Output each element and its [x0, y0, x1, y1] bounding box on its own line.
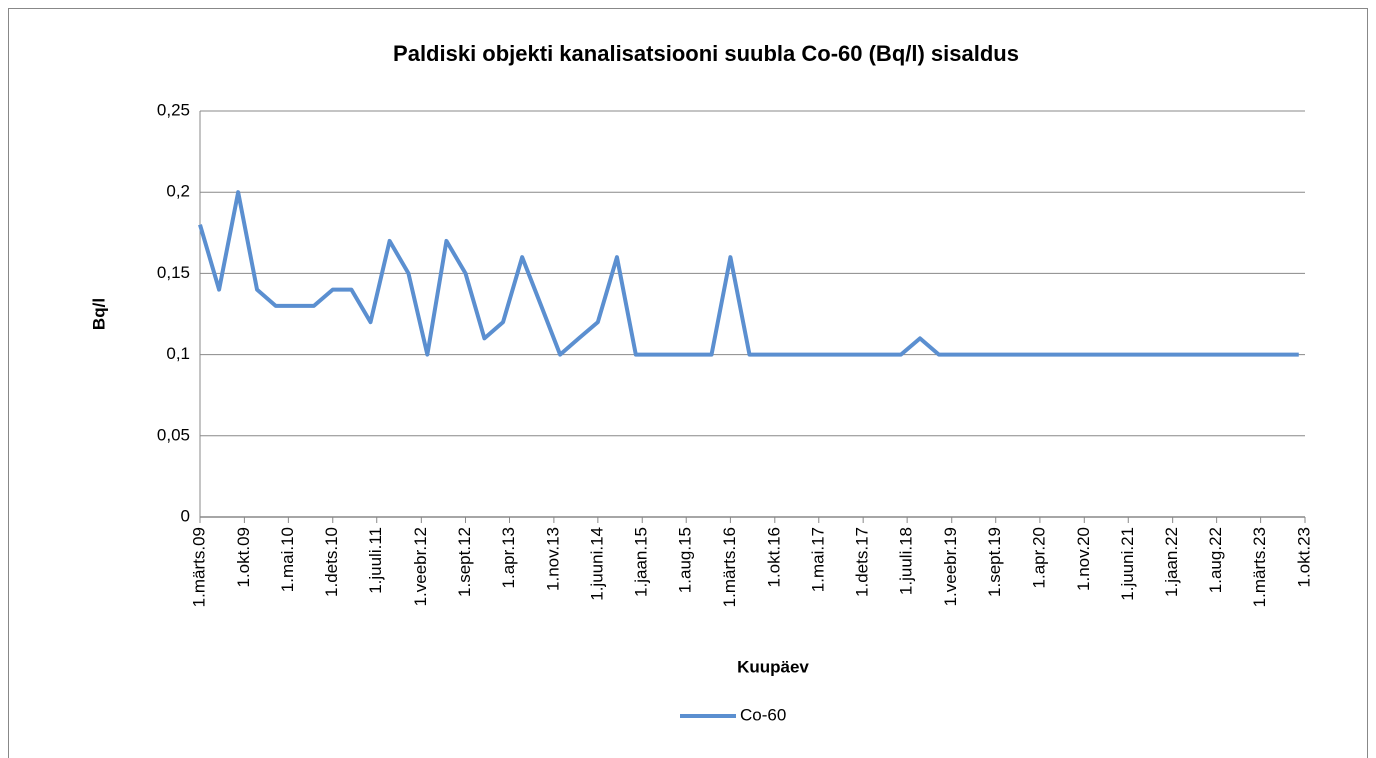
x-axis-label: Kuupäev [737, 657, 809, 676]
x-tick-label: 1.sept.19 [985, 527, 1004, 597]
y-tick-label: 0,05 [157, 425, 190, 444]
x-tick-label: 1.okt.09 [234, 527, 253, 588]
x-tick-label: 1.märts.16 [720, 527, 739, 607]
x-tick-label: 1.juuli.11 [366, 527, 385, 594]
x-tick-label: 1.märts.09 [189, 527, 208, 607]
y-axis-label: Bq/l [89, 298, 108, 330]
y-tick-label: 0,15 [157, 263, 190, 282]
y-tick-label: 0,2 [166, 182, 190, 201]
x-tick-label: 1.märts.23 [1250, 527, 1269, 607]
legend-label: Co-60 [740, 705, 786, 724]
data-line [198, 190, 1299, 357]
x-tick-label: 1.veebr.19 [941, 527, 960, 606]
x-tick-label: 1.mai.17 [808, 527, 827, 592]
x-tick-label: 1.aug.22 [1206, 527, 1225, 593]
x-tick-label: 1.nov.20 [1074, 527, 1093, 591]
x-tick-label: 1.sept.12 [455, 527, 474, 597]
chart-title: Paldiski objekti kanalisatsiooni suubla … [393, 41, 1019, 66]
y-tick-label: 0,25 [157, 100, 190, 119]
y-tick-label: 0 [181, 506, 190, 525]
x-tick-label: 1.nov.13 [543, 527, 562, 591]
x-tick-label: 1.juuni.14 [587, 527, 606, 601]
x-tick-label: 1.apr.13 [499, 527, 518, 588]
x-tick-label: 1.apr.20 [1029, 527, 1048, 588]
chart-border [8, 8, 1368, 758]
x-tick-label: 1.dets.17 [853, 527, 872, 597]
x-tick-label: 1.mai.10 [278, 527, 297, 592]
x-tick-label: 1.dets.10 [322, 527, 341, 597]
x-tick-label: 1.okt.16 [764, 527, 783, 588]
x-tick-label: 1.veebr.12 [411, 527, 430, 606]
x-tick-label: 1.jaan.22 [1162, 527, 1181, 597]
x-tick-label: 1.jaan.15 [632, 527, 651, 597]
x-tick-label: 1.okt.23 [1294, 527, 1313, 588]
x-tick-label: 1.aug.15 [676, 527, 695, 593]
x-tick-label: 1.juuni.21 [1118, 527, 1137, 601]
y-tick-label: 0,1 [166, 344, 190, 363]
x-tick-label: 1.juuli.18 [897, 527, 916, 595]
